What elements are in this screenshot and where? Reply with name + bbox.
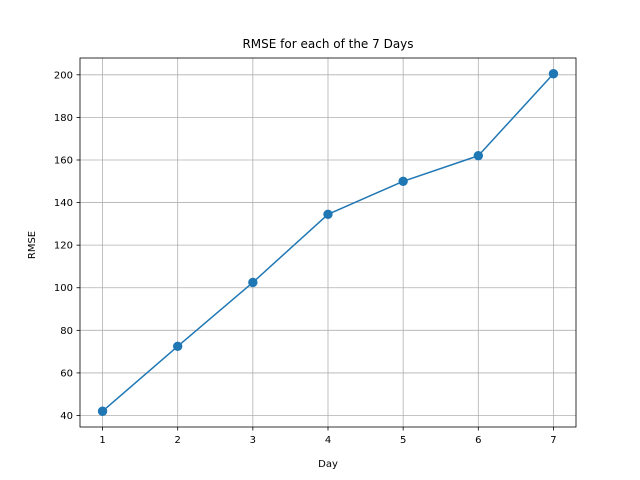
data-point xyxy=(248,277,258,288)
x-axis-title: Day xyxy=(318,459,338,470)
y-tick-label: 120 xyxy=(54,241,73,252)
y-tick-label: 100 xyxy=(54,283,73,294)
data-point xyxy=(473,151,484,161)
y-axis: 40 60 80 100 120 140 160 180 200 xyxy=(54,70,80,422)
grid xyxy=(80,58,576,427)
data-point xyxy=(323,209,333,219)
x-tick-label: 4 xyxy=(325,435,331,446)
y-tick-label: 40 xyxy=(60,411,73,422)
x-tick-label: 7 xyxy=(550,435,556,446)
y-tick-label: 140 xyxy=(54,198,73,209)
data-point xyxy=(398,176,408,186)
data-point xyxy=(97,406,108,416)
plot-frame xyxy=(79,57,577,428)
data-point xyxy=(172,341,183,352)
chart-title: RMSE for each of the 7 Days xyxy=(242,37,413,51)
x-tick-label: 6 xyxy=(475,435,481,446)
data-series xyxy=(97,69,559,416)
x-tick-label: 3 xyxy=(250,435,256,446)
x-tick-label: 5 xyxy=(400,435,406,446)
y-tick-label: 160 xyxy=(54,155,73,166)
x-tick-label: 2 xyxy=(175,435,181,446)
y-tick-label: 80 xyxy=(60,326,73,337)
x-tick-label: 1 xyxy=(99,435,105,446)
y-tick-label: 60 xyxy=(60,368,73,379)
y-axis-title: RMSE xyxy=(27,231,38,259)
y-tick-label: 180 xyxy=(54,113,73,124)
x-axis: 1 2 3 4 5 6 7 xyxy=(99,427,557,446)
y-tick-label: 200 xyxy=(54,70,73,81)
data-point xyxy=(548,69,559,79)
